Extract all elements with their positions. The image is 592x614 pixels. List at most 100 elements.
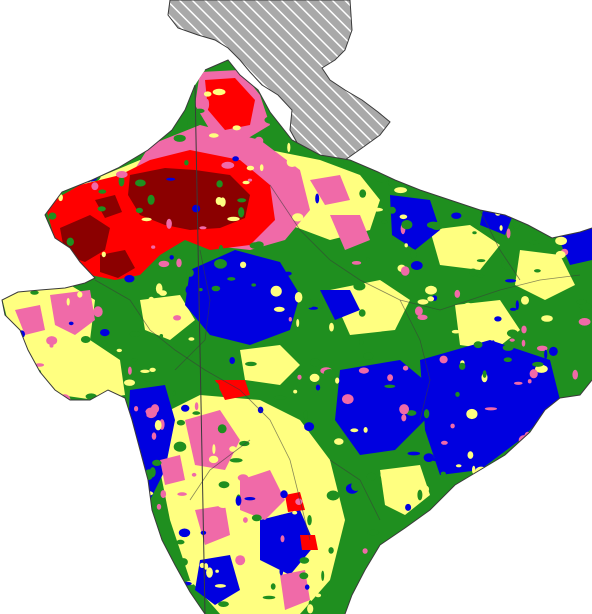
- speckle: [299, 557, 310, 564]
- speckle: [501, 259, 514, 270]
- speckle: [77, 83, 82, 93]
- speckle: [192, 204, 201, 213]
- speckle: [273, 306, 285, 312]
- speckle: [425, 285, 437, 295]
- speckle: [109, 78, 119, 83]
- speckle: [460, 562, 465, 572]
- speckle: [469, 268, 478, 277]
- speckle: [218, 289, 228, 299]
- speckle: [296, 319, 300, 327]
- speckle: [417, 299, 429, 305]
- speckle: [37, 559, 51, 565]
- speckle: [421, 389, 426, 395]
- speckle: [454, 289, 461, 298]
- speckle: [457, 589, 467, 597]
- speckle: [585, 193, 592, 200]
- speckle: [506, 228, 511, 239]
- speckle: [188, 337, 195, 341]
- speckle: [363, 427, 368, 433]
- speckle: [328, 547, 334, 554]
- speckle: [242, 180, 250, 185]
- speckle: [280, 490, 288, 499]
- speckle: [564, 456, 573, 462]
- speckle: [279, 112, 286, 120]
- speckle: [148, 518, 154, 522]
- speckle: [499, 472, 508, 484]
- speckle: [105, 476, 110, 482]
- speckle: [477, 108, 488, 113]
- speckle: [98, 189, 107, 194]
- speckle: [35, 95, 48, 103]
- speckle: [316, 495, 327, 507]
- speckle: [90, 138, 103, 148]
- speckle: [494, 520, 503, 531]
- speckle: [380, 470, 386, 479]
- speckle: [218, 481, 230, 489]
- speckle: [473, 341, 483, 349]
- speckle: [224, 402, 229, 409]
- speckle: [494, 316, 502, 322]
- speckle: [141, 217, 152, 222]
- speckle: [566, 80, 575, 88]
- speckle: [417, 489, 423, 501]
- speckle: [70, 489, 83, 496]
- speckle: [399, 404, 409, 415]
- speckle: [539, 453, 553, 461]
- speckle: [293, 389, 298, 394]
- speckle: [529, 369, 538, 379]
- speckle: [400, 266, 410, 276]
- speckle: [363, 352, 374, 360]
- speckle: [295, 498, 303, 506]
- speckle: [307, 515, 312, 526]
- speckle: [362, 548, 368, 554]
- speckle: [70, 579, 77, 585]
- speckle: [472, 465, 476, 474]
- speckle: [482, 370, 487, 378]
- speckle: [366, 472, 377, 481]
- speckle: [494, 197, 503, 205]
- speckle: [521, 339, 526, 347]
- speckle: [440, 145, 447, 155]
- speckle: [515, 300, 519, 310]
- speckle: [244, 497, 256, 501]
- speckle: [212, 382, 220, 393]
- speckle: [359, 338, 364, 346]
- speckle: [493, 505, 504, 517]
- speckle: [572, 369, 578, 380]
- speckle: [576, 471, 590, 480]
- speckle: [61, 105, 74, 117]
- speckle: [466, 408, 478, 420]
- coastline: [1, 59, 592, 614]
- speckle: [159, 334, 164, 338]
- speckle: [215, 569, 219, 573]
- speckle: [435, 593, 443, 598]
- speckle: [556, 412, 561, 415]
- speckle: [359, 189, 367, 198]
- speckle: [541, 315, 553, 322]
- speckle: [132, 483, 142, 491]
- speckle: [502, 344, 514, 351]
- speckle: [519, 306, 523, 310]
- speckle: [206, 567, 213, 578]
- speckle: [102, 541, 107, 550]
- speckle: [140, 410, 147, 422]
- speckle: [215, 197, 223, 205]
- speckle: [58, 386, 65, 391]
- speckle: [392, 473, 404, 478]
- speckle: [91, 182, 99, 191]
- speckle: [101, 475, 106, 480]
- speckle: [357, 92, 367, 97]
- speckle: [216, 180, 223, 188]
- speckle: [397, 206, 403, 215]
- speckle: [191, 472, 197, 477]
- speckle: [423, 409, 430, 419]
- speckle: [24, 474, 32, 479]
- speckle: [125, 421, 131, 426]
- speckle: [549, 507, 561, 512]
- speckle: [365, 565, 371, 574]
- speckle: [22, 508, 32, 516]
- speckle: [441, 440, 448, 445]
- speckle: [58, 194, 63, 202]
- speckle: [237, 474, 249, 482]
